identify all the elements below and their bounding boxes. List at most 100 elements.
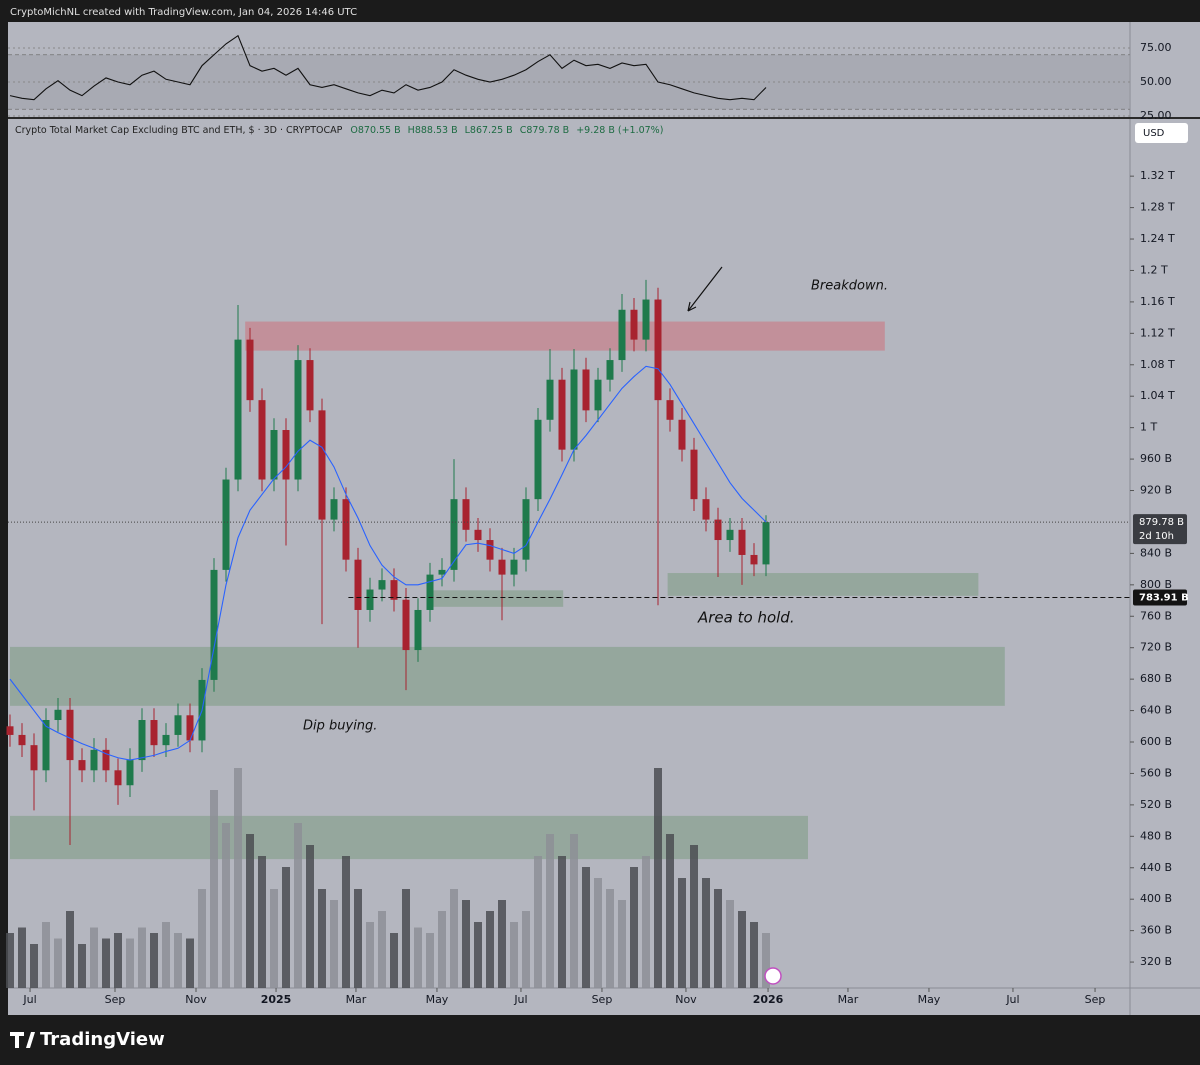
volume-bar [222,823,230,988]
rsi-tick-label: 75.00 [1140,41,1172,54]
volume-bar [486,911,494,988]
x-tick-label: Jul [22,993,36,1006]
candle-body [234,339,242,480]
candle-body [258,400,266,480]
x-tick-label: 2026 [753,993,784,1006]
x-tick-label: Jul [513,993,527,1006]
volume-bar [294,823,302,988]
candle-body [282,430,290,480]
x-tick-label: Nov [675,993,697,1006]
volume-bar [318,889,326,988]
volume-bar [366,922,374,988]
volume-bar [726,900,734,988]
volume-bar [666,834,674,988]
x-tick-label: May [918,993,941,1006]
x-tick-label: Sep [105,993,126,1006]
volume-bar [162,922,170,988]
candle-body [54,709,62,721]
y-tick-label: 920 B [1140,484,1172,497]
x-tick-label: Mar [346,993,367,1006]
arrow-head [687,301,697,312]
volume-bar [342,856,350,988]
volume-bar [582,867,590,988]
x-tick-label: Nov [185,993,207,1006]
annotation: Breakdown. [811,279,888,294]
volume-bar [282,867,290,988]
zone [245,321,885,351]
header-bar [0,0,1200,22]
candle-body [534,419,542,500]
y-tick-label: 840 B [1140,546,1172,559]
candle-body [522,499,530,560]
candle-body [702,499,710,520]
candle-body [30,745,38,771]
y-tick-label: 1.2 T [1140,263,1168,276]
currency[interactable]: USD [1143,128,1165,139]
x-tick-label: Mar [838,993,859,1006]
zone [667,573,979,596]
rsi-line [9,34,767,101]
y-tick-label: 480 B [1140,829,1172,842]
candle-body [174,715,182,735]
candle-body [426,574,434,610]
volume-bar [186,938,194,988]
footer-bar [0,1015,1200,1065]
chart-background [8,22,1200,1015]
y-tick-label: 1.16 T [1140,295,1175,308]
y-tick-label: 1.32 T [1140,169,1175,182]
arrow [687,266,723,312]
volume-bar [258,856,266,988]
support-label: 783.91 B [1139,592,1189,603]
legend-open: O870.55 B [350,125,400,136]
y-tick-label: 720 B [1140,641,1172,654]
candle-body [318,410,326,520]
candle-body [606,360,614,380]
candle-body [690,449,698,500]
legend-close: C879.78 B [520,125,569,136]
countdown: 2d 10h [1139,531,1174,542]
candle-body [510,559,518,575]
y-tick-label: 360 B [1140,924,1172,937]
y-tick-label: 1.08 T [1140,358,1175,371]
candle-body [186,715,194,741]
volume-bar [642,856,650,988]
candle-body [570,369,578,450]
support-box [1133,589,1187,606]
volume-bar [534,856,542,988]
candle-body [102,749,110,771]
volume-bar [6,933,14,988]
volume-bar [246,834,254,988]
y-tick-label: 440 B [1140,861,1172,874]
event-icon[interactable] [764,967,782,985]
candle-body [642,299,650,340]
candle-body [342,499,350,560]
candle-body [450,499,458,570]
volume-bar [270,889,278,988]
volume-bar [354,889,362,988]
x-tick-label: May [426,993,449,1006]
volume-bar [330,900,338,988]
volume-bar [714,889,722,988]
volume-bar [462,900,470,988]
volume-bar [234,768,242,988]
y-tick-label: 1.24 T [1140,232,1175,245]
volume-bar [198,889,206,988]
volume-bar [90,927,98,988]
candle-body [210,569,218,680]
y-tick-label: 960 B [1140,452,1172,465]
footer-logo: TradingView [40,1029,165,1050]
currency-box[interactable] [1135,123,1188,143]
candle-body [678,419,686,450]
volume-bar [210,790,218,988]
legend: Crypto Total Market Cap Excluding BTC an… [15,125,663,136]
candle-body [402,599,410,651]
candle-body [6,726,14,735]
candle-body [138,720,146,761]
rsi-tick-label: 25.00 [1140,109,1172,122]
candle-body [18,734,26,746]
candle-body [270,430,278,480]
zone [10,815,808,860]
y-tick-label: 1.28 T [1140,201,1175,214]
